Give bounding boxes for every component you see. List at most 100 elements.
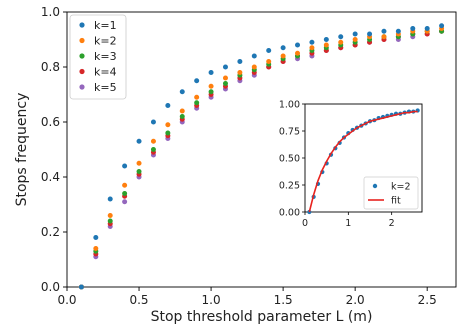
data-point-k2 xyxy=(251,64,257,70)
data-point-k1 xyxy=(352,31,358,37)
x-axis-title: Stop threshold parameter L (m) xyxy=(151,309,373,325)
data-point-k1 xyxy=(280,45,286,51)
legend-marker xyxy=(79,22,85,28)
x-tick-label: 2.0 xyxy=(346,293,365,307)
data-point-k3 xyxy=(165,130,171,136)
data-point-k2 xyxy=(122,182,128,188)
data-point-k3 xyxy=(136,169,142,174)
x-tick-label: 1.0 xyxy=(202,293,221,307)
data-point-k1 xyxy=(194,78,200,84)
inset-legend-marker xyxy=(372,183,378,189)
data-point-k1 xyxy=(208,70,214,75)
data-point-k1 xyxy=(93,235,99,240)
data-point-k1 xyxy=(222,64,228,70)
data-point-k1 xyxy=(266,48,272,53)
data-point-k1 xyxy=(237,59,243,64)
inset-background xyxy=(272,96,425,234)
data-point-k2 xyxy=(93,246,99,251)
data-point-k1 xyxy=(439,23,445,29)
main-legend: k=1 k=2 k=3 k=4 k=5 xyxy=(69,14,127,100)
inset-legend-box xyxy=(363,176,419,210)
data-point-k1 xyxy=(338,34,344,40)
data-point-k1 xyxy=(165,103,171,108)
data-point-k5 xyxy=(122,199,128,205)
data-point-k1 xyxy=(323,37,329,42)
legend-marker xyxy=(79,84,85,90)
inset-x-tick-label: 2 xyxy=(389,218,395,229)
data-point-k2 xyxy=(280,53,286,59)
y-axis-title: Stops frequency xyxy=(14,93,30,207)
main-data-points xyxy=(78,23,445,290)
x-tick-label: 0.5 xyxy=(129,293,148,307)
y-tick-label: 0.4 xyxy=(41,170,60,184)
data-point-k2 xyxy=(381,34,387,40)
inset-legend-label: fit xyxy=(391,196,401,207)
data-point-k2 xyxy=(222,75,228,81)
inset-data xyxy=(307,108,420,215)
data-point-k3 xyxy=(208,89,214,95)
legend-label: k=4 xyxy=(94,66,117,79)
data-point-k3 xyxy=(179,114,185,119)
y-tick-label: 0.2 xyxy=(41,225,60,239)
data-point-k1 xyxy=(295,42,301,48)
data-point-k1 xyxy=(107,196,113,202)
data-point-k1 xyxy=(78,284,84,290)
legend-label: k=2 xyxy=(94,35,117,48)
inset-legend-label: k=2 xyxy=(391,182,411,193)
data-point-k1 xyxy=(424,26,430,31)
data-point-k1 xyxy=(367,31,373,37)
legend-box xyxy=(69,14,127,100)
legend-marker xyxy=(79,68,85,75)
legend-marker xyxy=(79,37,85,44)
y-tick-label: 1.0 xyxy=(41,5,60,19)
data-point-k3 xyxy=(222,81,228,86)
inset-ticks: 0 1 2 0.00 0.25 0.50 0.75 1.00 xyxy=(279,100,395,230)
data-point-k2 xyxy=(338,39,344,45)
legend-label: k=1 xyxy=(94,19,117,32)
inset-y-tick-label: 0.50 xyxy=(279,154,300,165)
x-tick-label: 0.0 xyxy=(57,293,76,307)
inset-chart: 0 1 2 0.00 0.25 0.50 0.75 1.00 k=2 fit xyxy=(272,96,425,234)
y-tick-label: 0.6 xyxy=(41,115,60,129)
data-point-k2 xyxy=(266,59,272,64)
data-point-k1 xyxy=(381,28,387,34)
data-point-k3 xyxy=(150,147,156,152)
data-point-k2 xyxy=(165,122,171,128)
data-point-k2 xyxy=(179,108,185,114)
legend-label: k=3 xyxy=(94,50,117,63)
y-tick-label: 0.0 xyxy=(41,280,60,294)
data-point-k1 xyxy=(179,89,185,95)
inset-y-tick-label: 0.75 xyxy=(279,127,300,138)
data-point-k3 xyxy=(107,218,113,224)
inset-y-tick-label: 0.25 xyxy=(279,181,300,192)
x-tick-label: 2.5 xyxy=(418,293,437,307)
data-point-k3 xyxy=(122,191,128,196)
y-tick-label: 0.8 xyxy=(41,60,60,74)
inset-x-tick-label: 0 xyxy=(302,218,308,229)
data-point-k1 xyxy=(395,28,401,34)
data-point-k2 xyxy=(237,70,243,75)
data-point-k1 xyxy=(309,39,315,45)
inset-x-tick-label: 1 xyxy=(345,218,351,229)
data-point-k1 xyxy=(150,119,156,125)
data-point-k1 xyxy=(251,53,257,59)
inset-legend: k=2 fit xyxy=(363,176,419,210)
data-point-k2 xyxy=(309,45,315,51)
legend-marker xyxy=(79,53,85,59)
inset-y-tick-label: 1.00 xyxy=(279,100,300,111)
data-point-k2 xyxy=(107,213,113,218)
x-tick-label: 1.5 xyxy=(274,293,293,307)
data-point-k2 xyxy=(295,50,301,56)
data-point-k1 xyxy=(410,26,416,31)
inset-axes xyxy=(272,96,425,234)
data-point-k1 xyxy=(122,163,128,169)
main-ticks: 0.0 0.5 1.0 1.5 2.0 2.5 0.0 0.2 0.4 0.6 0.8 1.0 xyxy=(41,5,437,307)
data-point-k2 xyxy=(136,160,142,166)
legend-label: k=5 xyxy=(94,81,117,94)
data-point-k2 xyxy=(194,94,200,100)
main-axes xyxy=(66,11,457,288)
data-point-k2 xyxy=(150,138,156,144)
inset-fit-line xyxy=(308,110,418,213)
